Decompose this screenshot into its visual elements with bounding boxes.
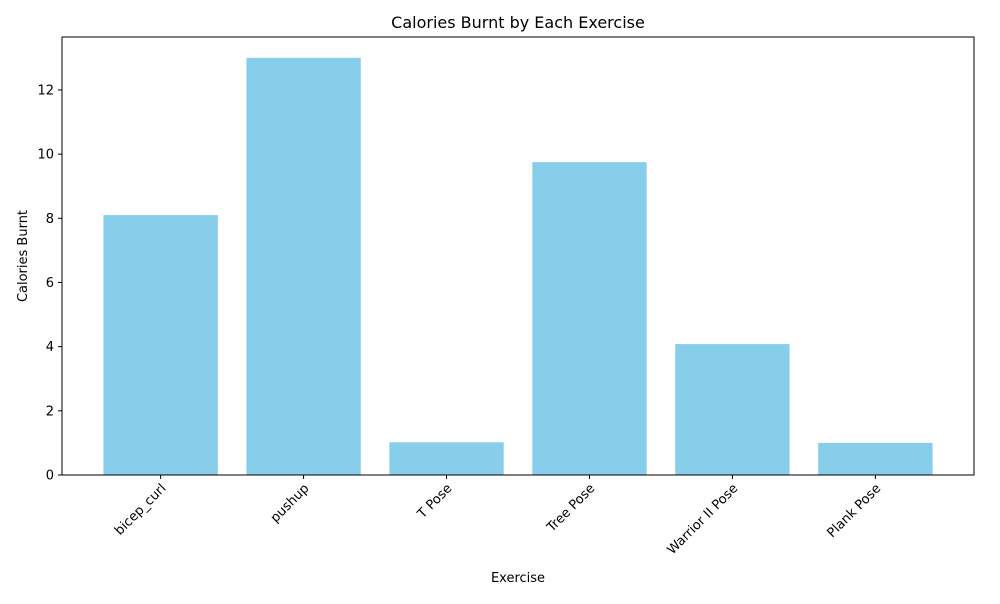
x-tick-label: Plank Pose	[824, 481, 884, 541]
y-axis-label: Calories Burnt	[16, 210, 31, 302]
y-tick-label: 2	[46, 404, 54, 419]
x-axis-ticks: bicep_curl pushup T Pose Tree Pose Warrior I…	[112, 475, 884, 558]
x-tick-label: Warrior II Pose	[665, 481, 742, 558]
y-tick-label: 12	[37, 83, 54, 98]
y-tick-label: 10	[37, 148, 54, 163]
y-axis-ticks: 0 2 4 6 8 10 12	[37, 83, 62, 484]
x-axis-label: Exercise	[491, 571, 545, 586]
bar-bicep-curl	[103, 215, 218, 476]
chart-title: Calories Burnt by Each Exercise	[391, 13, 645, 32]
y-tick-label: 8	[46, 212, 54, 227]
bar-warrior-ii-pose	[675, 344, 790, 475]
y-tick-label: 0	[46, 469, 54, 484]
bar-pushup	[246, 57, 361, 475]
y-tick-label: 4	[46, 340, 54, 355]
x-tick-label: T Pose	[414, 481, 455, 522]
plot-frame	[61, 36, 975, 476]
x-tick-label: bicep_curl	[112, 481, 169, 538]
bar-tree-pose	[532, 162, 647, 475]
bar-plank-pose	[818, 442, 933, 475]
y-tick-label: 6	[46, 276, 54, 291]
bar-t-pose	[389, 442, 504, 475]
x-tick-label: Tree Pose	[544, 481, 599, 536]
x-tick-label: pushup	[268, 481, 313, 526]
bars-layer	[103, 57, 933, 476]
